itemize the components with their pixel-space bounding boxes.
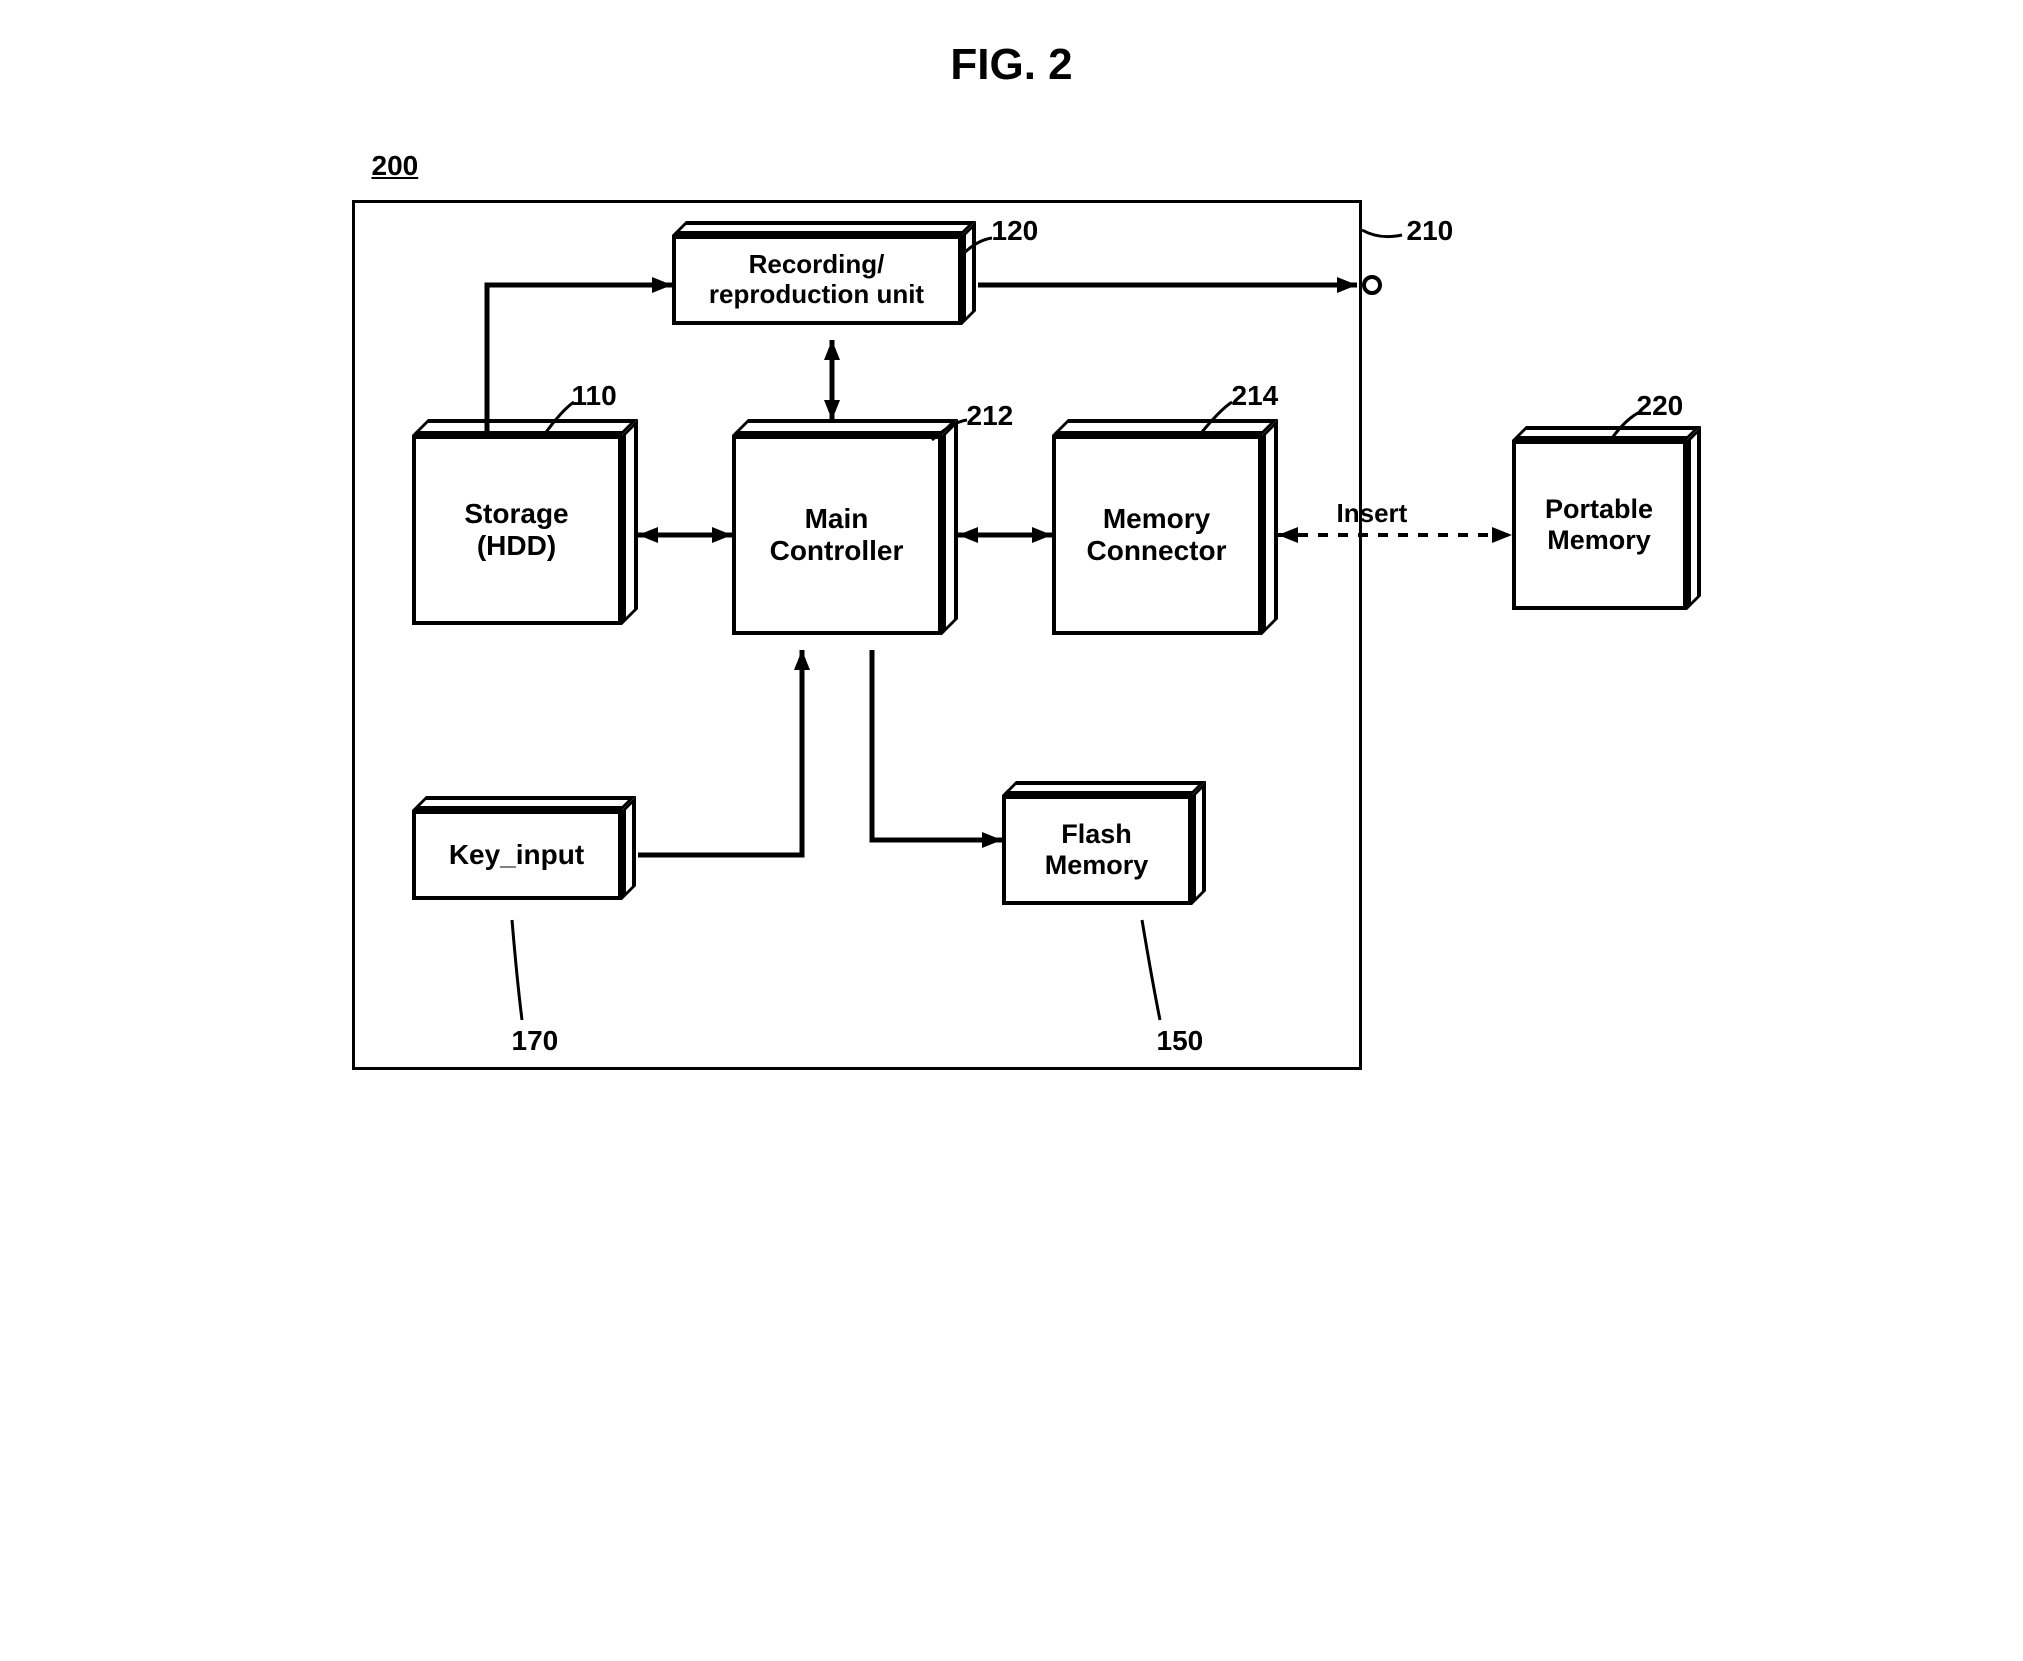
block-flash: FlashMemory bbox=[1002, 795, 1206, 919]
block-top bbox=[1002, 781, 1206, 795]
ref-170: 170 bbox=[512, 1025, 559, 1057]
ref-214: 214 bbox=[1232, 380, 1279, 412]
figure-root: FIG. 2 200 Recording/reproduction unit St… bbox=[312, 40, 1712, 1140]
block-side bbox=[962, 221, 976, 325]
block-side bbox=[1192, 781, 1206, 905]
block-face: FlashMemory bbox=[1002, 795, 1192, 905]
block-face: PortableMemory bbox=[1512, 440, 1687, 610]
block-side bbox=[622, 796, 636, 900]
figure-title: FIG. 2 bbox=[950, 40, 1072, 90]
ref-150: 150 bbox=[1157, 1025, 1204, 1057]
ref-110: 110 bbox=[572, 380, 617, 412]
outer-ref-label: 200 bbox=[372, 150, 419, 182]
block-face: MemoryConnector bbox=[1052, 435, 1262, 635]
block-face: Storage(HDD) bbox=[412, 435, 622, 625]
block-keyinput: Key_input bbox=[412, 810, 636, 914]
block-side bbox=[942, 419, 958, 635]
block-face: Key_input bbox=[412, 810, 622, 900]
block-top bbox=[672, 221, 976, 235]
block-recording: Recording/reproduction unit bbox=[672, 235, 976, 339]
ref-212: 212 bbox=[967, 400, 1014, 432]
ref-220: 220 bbox=[1637, 390, 1684, 422]
leader-210 bbox=[1362, 230, 1402, 237]
block-face: Recording/reproduction unit bbox=[672, 235, 962, 325]
block-portable: PortableMemory bbox=[1512, 440, 1701, 624]
block-top bbox=[1512, 426, 1701, 440]
block-side bbox=[1262, 419, 1278, 635]
block-controller: MainController bbox=[732, 435, 958, 651]
block-top bbox=[412, 796, 636, 810]
block-top bbox=[412, 419, 638, 435]
block-side bbox=[622, 419, 638, 625]
edge-label-memconn-portable: Insert bbox=[1337, 498, 1408, 529]
block-memconn: MemoryConnector bbox=[1052, 435, 1278, 651]
block-side bbox=[1687, 426, 1701, 610]
block-storage: Storage(HDD) bbox=[412, 435, 638, 641]
block-face: MainController bbox=[732, 435, 942, 635]
ref-210: 210 bbox=[1407, 215, 1454, 247]
edge-output-terminal bbox=[1364, 277, 1380, 293]
block-top bbox=[732, 419, 958, 435]
block-top bbox=[1052, 419, 1278, 435]
ref-120: 120 bbox=[992, 215, 1039, 247]
